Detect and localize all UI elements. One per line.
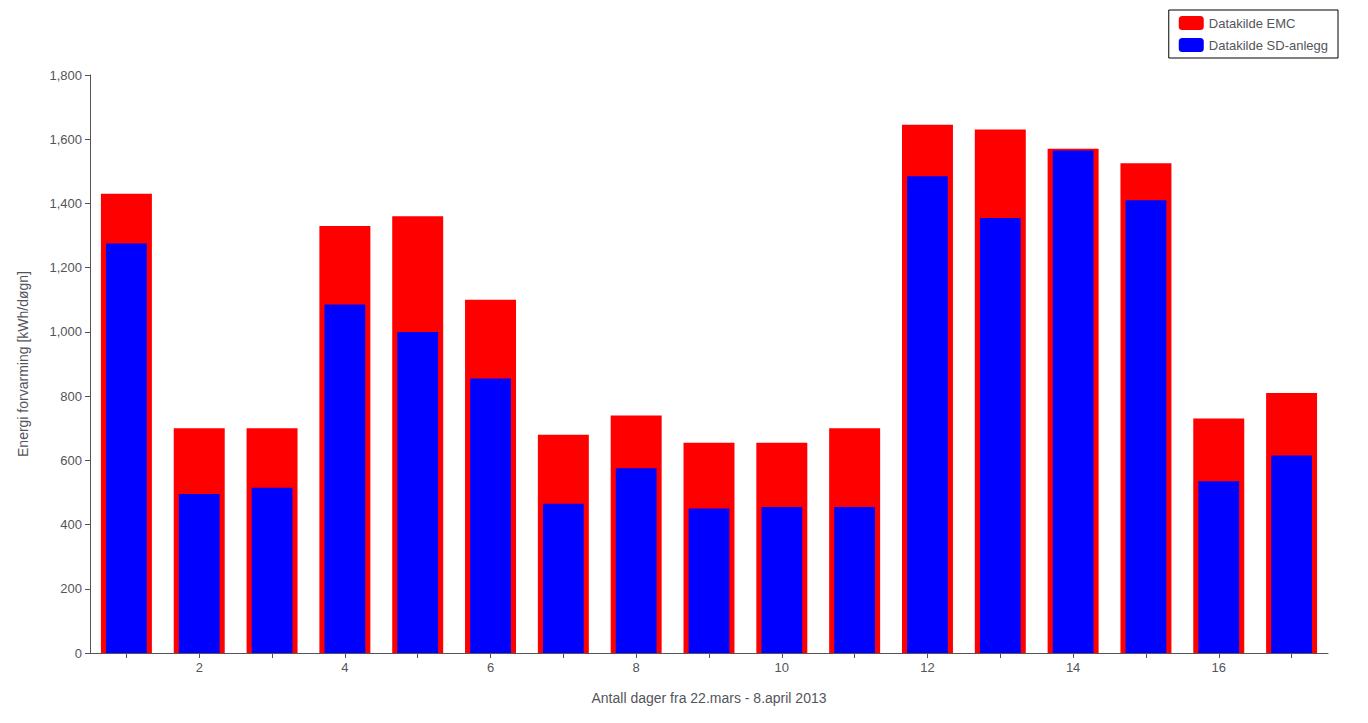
svg-text:2: 2 <box>196 660 203 675</box>
svg-text:1,800: 1,800 <box>49 68 82 83</box>
svg-text:600: 600 <box>60 453 82 468</box>
svg-text:10: 10 <box>775 660 789 675</box>
svg-text:0: 0 <box>75 646 82 661</box>
svg-text:12: 12 <box>920 660 934 675</box>
svg-text:1,400: 1,400 <box>49 196 82 211</box>
svg-text:Antall dager fra 22.mars - 8.a: Antall dager fra 22.mars - 8.april 2013 <box>591 690 826 706</box>
svg-text:1,600: 1,600 <box>49 132 82 147</box>
svg-text:Datakilde EMC: Datakilde EMC <box>1209 16 1296 31</box>
svg-text:1,000: 1,000 <box>49 324 82 339</box>
svg-text:Energi forvarming [kWh/døgn]: Energi forvarming [kWh/døgn] <box>15 271 31 457</box>
svg-text:1,200: 1,200 <box>49 260 82 275</box>
svg-text:16: 16 <box>1212 660 1226 675</box>
svg-text:4: 4 <box>341 660 348 675</box>
svg-text:200: 200 <box>60 581 82 596</box>
svg-text:400: 400 <box>60 517 82 532</box>
svg-text:6: 6 <box>487 660 494 675</box>
svg-text:Datakilde SD-anlegg: Datakilde SD-anlegg <box>1209 38 1328 53</box>
svg-text:8: 8 <box>633 660 640 675</box>
svg-text:14: 14 <box>1066 660 1080 675</box>
svg-text:800: 800 <box>60 389 82 404</box>
